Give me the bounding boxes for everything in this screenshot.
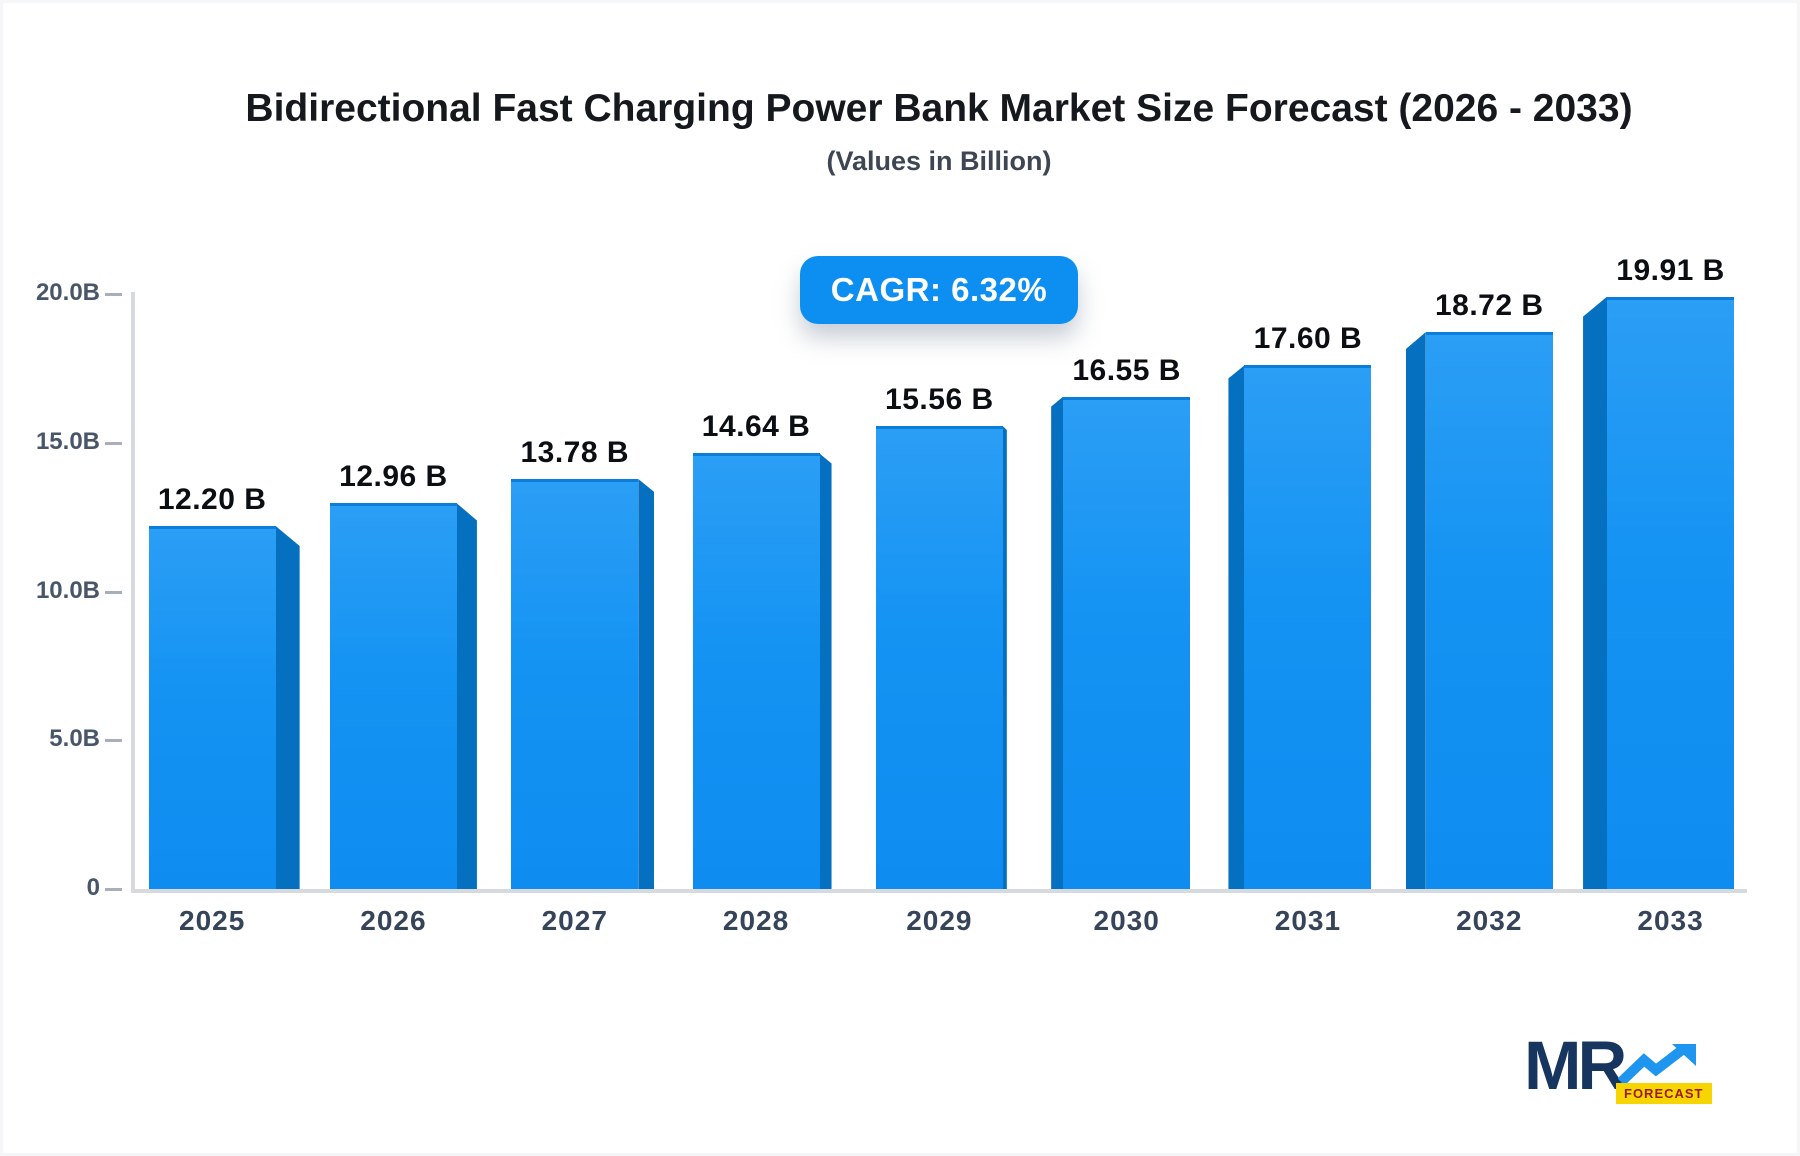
bar-3d-side <box>1002 426 1007 889</box>
x-axis-label: 2026 <box>360 905 427 936</box>
bar-value-label: 17.60 B <box>1253 322 1363 356</box>
y-axis-tick <box>105 590 122 594</box>
bar-3d-side <box>1051 396 1064 889</box>
bar <box>1607 296 1735 889</box>
brand-logo: MR FORECAST <box>1524 1031 1712 1105</box>
x-axis-label: 2032 <box>1456 905 1523 936</box>
bar <box>511 479 639 889</box>
chart-title: Bidirectional Fast Charging Power Bank M… <box>245 87 1633 130</box>
x-axis-label: 2028 <box>722 905 790 936</box>
bar <box>1063 396 1191 889</box>
y-axis-tick <box>105 293 122 296</box>
bar-value-label: 18.72 B <box>1434 289 1544 323</box>
bar-value-label: 13.78 B <box>520 436 630 470</box>
x-axis-label: 2030 <box>1093 905 1160 936</box>
bar <box>329 503 457 889</box>
x-axis-line <box>131 889 1747 893</box>
x-axis-label: 2025 <box>178 905 246 936</box>
bar-value-label: 12.96 B <box>339 460 448 494</box>
y-axis-tick-label: 20.0B <box>35 279 100 306</box>
bar <box>875 426 1003 889</box>
bar-value-label: 19.91 B <box>1616 253 1725 287</box>
bar-3d-side <box>1583 296 1608 889</box>
y-axis-tick-label: 10.0B <box>35 576 100 604</box>
bar <box>148 526 276 889</box>
bar-3d-side <box>819 453 832 889</box>
bar-value-label: 14.64 B <box>701 410 811 444</box>
y-axis-tick <box>105 888 122 891</box>
bar-3d-side <box>275 526 300 889</box>
trend-arrow-icon <box>1618 1044 1696 1086</box>
bar-3d-side <box>1228 365 1245 889</box>
bar-value-label: 12.20 B <box>157 483 267 517</box>
bar <box>1244 365 1372 889</box>
x-axis-label: 2027 <box>541 905 608 936</box>
bar <box>1425 332 1553 889</box>
bar-3d-side <box>456 503 477 889</box>
y-axis-line <box>131 292 135 893</box>
y-axis-tick <box>105 441 122 445</box>
x-axis-label: 2029 <box>906 905 973 936</box>
x-axis-label: 2033 <box>1637 905 1704 936</box>
y-axis-tick-label: 15.0B <box>35 427 100 455</box>
chart-subtitle: (Values in Billion) <box>826 146 1052 176</box>
bar-value-label: 15.56 B <box>885 383 994 417</box>
bar-3d-side <box>1405 332 1426 889</box>
y-axis-tick <box>105 739 122 743</box>
x-axis-label: 2031 <box>1274 905 1342 936</box>
bar <box>692 453 820 889</box>
logo-text: MR <box>1524 1027 1627 1104</box>
logo-tagline: FORECAST <box>1616 1083 1712 1104</box>
bar-value-label: 16.55 B <box>1072 353 1181 387</box>
chart-header: Bidirectional Fast Charging Power Bank M… <box>133 87 1745 177</box>
bar-3d-side <box>638 479 655 889</box>
plot-area: 0 5.0B 10.0B 15.0B 20.0B 12.20 B 2025 12.96 B 20… <box>3 3 1797 1153</box>
y-axis-tick-label: 5.0B <box>49 725 100 753</box>
y-axis-tick-label: 0 <box>86 874 100 901</box>
